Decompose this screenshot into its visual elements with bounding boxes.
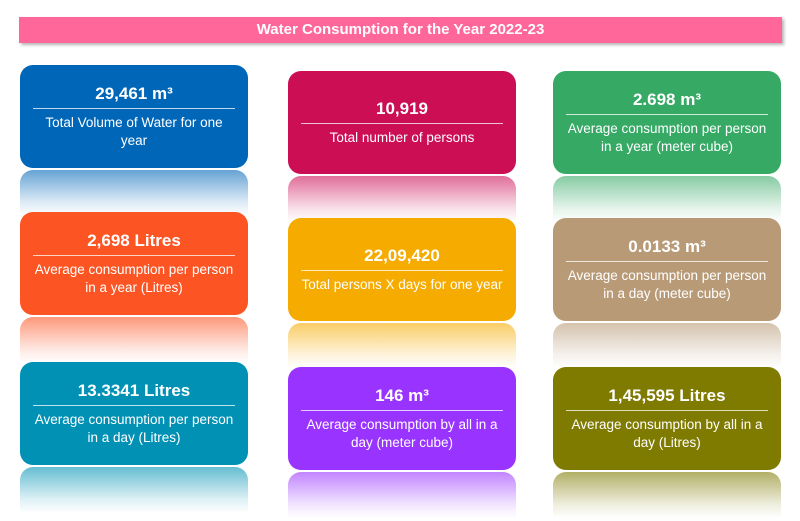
stat-label: Average consumption by all in a day (Lit…: [571, 416, 763, 450]
stat-value: 2,698 Litres: [33, 231, 235, 256]
stat-value: 2.698 m³: [566, 90, 768, 115]
stat-label: Average consumption per person in a day …: [567, 267, 767, 301]
stat-card-avg-per-person-day-litres: 13.3341 Litres Average consumption per pe…: [20, 362, 248, 465]
stat-card-avg-all-day-m3: 146 m³ Average consumption by all in a da…: [288, 367, 516, 470]
stat-label: Total persons X days for one year: [301, 276, 503, 292]
stat-card-total-persons: 10,919 Total number of persons: [288, 71, 516, 174]
stat-value: 146 m³: [301, 386, 503, 411]
stat-value: 13.3341 Litres: [33, 381, 235, 406]
card-reflection: [553, 472, 781, 518]
stat-label: Average consumption per person in a day …: [34, 411, 234, 445]
stat-card-avg-per-person-day-m3: 0.0133 m³ Average consumption per person …: [553, 218, 781, 321]
stat-card-avg-per-person-year-m3: 2.698 m³ Average consumption per person i…: [553, 71, 781, 174]
stat-label: Average consumption by all in a day (met…: [306, 416, 498, 450]
stat-card-avg-per-person-year-litres: 2,698 Litres Average consumption per pers…: [20, 212, 248, 315]
stat-value: 1,45,595 Litres: [566, 386, 768, 411]
stat-label: Total Volume of Water for one year: [45, 114, 223, 148]
card-reflection: [288, 176, 516, 222]
stat-label: Average consumption per person in a year…: [567, 120, 767, 154]
card-reflection: [288, 323, 516, 369]
card-reflection: [20, 467, 248, 513]
stat-label: Average consumption per person in a year…: [34, 261, 234, 295]
stat-value: 0.0133 m³: [566, 237, 768, 262]
stat-card-person-days: 22,09,420 Total persons X days for one ye…: [288, 218, 516, 321]
stat-value: 29,461 m³: [33, 84, 235, 109]
card-reflection: [20, 170, 248, 216]
card-reflection: [288, 472, 516, 518]
page-title: Water Consumption for the Year 2022-23: [19, 17, 782, 43]
stat-card-total-volume: 29,461 m³ Total Volume of Water for one y…: [20, 65, 248, 168]
card-reflection: [553, 323, 781, 369]
card-reflection: [20, 317, 248, 363]
stat-value: 10,919: [301, 99, 503, 124]
card-reflection: [553, 176, 781, 222]
stat-label: Total number of persons: [329, 129, 475, 145]
stat-card-avg-all-day-litres: 1,45,595 Litres Average consumption by al…: [553, 367, 781, 470]
stat-value: 22,09,420: [301, 246, 503, 271]
